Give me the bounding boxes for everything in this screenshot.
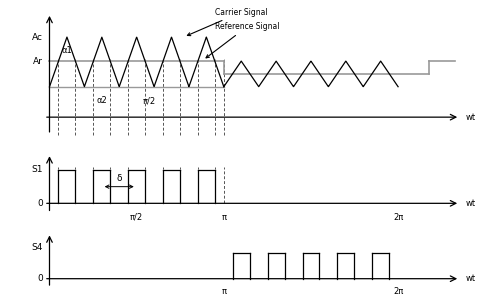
Text: Ar: Ar (33, 57, 43, 66)
Text: 0: 0 (37, 199, 43, 208)
Text: δ: δ (117, 174, 122, 183)
Text: Reference Signal: Reference Signal (206, 22, 279, 58)
Text: wt: wt (466, 199, 476, 208)
Text: wt: wt (466, 274, 476, 283)
Text: π/2: π/2 (130, 213, 143, 222)
Text: S1: S1 (31, 166, 43, 175)
Text: 0: 0 (37, 274, 43, 283)
Text: Ac: Ac (32, 32, 43, 41)
Text: π/2: π/2 (142, 96, 156, 105)
Text: S4: S4 (32, 243, 43, 252)
Text: π: π (221, 213, 226, 222)
Text: π: π (221, 287, 226, 296)
Text: α2: α2 (96, 96, 107, 105)
Text: 2π: 2π (393, 213, 403, 222)
Text: 2π: 2π (393, 287, 403, 296)
Text: Carrier Signal: Carrier Signal (187, 8, 268, 36)
Text: wt: wt (466, 113, 476, 122)
Text: α1: α1 (61, 46, 72, 55)
